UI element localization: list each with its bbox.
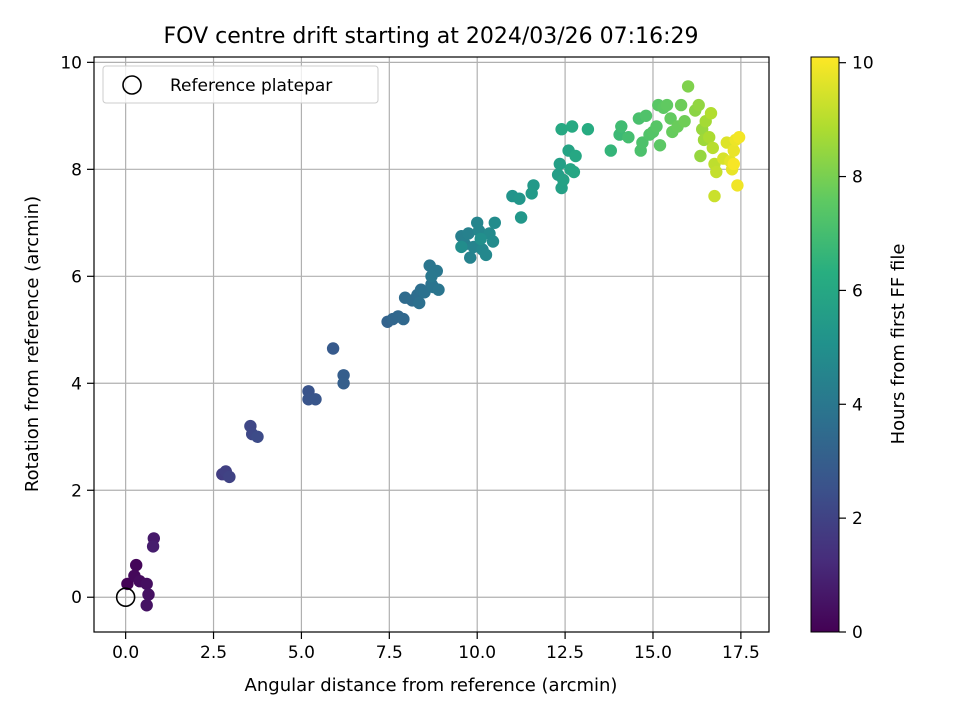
data-point	[565, 120, 579, 133]
plot-frame	[93, 56, 770, 633]
data-point	[553, 157, 566, 171]
data-point	[555, 123, 568, 136]
data-point	[581, 123, 595, 136]
data-point	[567, 165, 581, 179]
data-point	[703, 131, 716, 144]
data-point	[664, 112, 677, 125]
x-axis-label: Angular distance from reference (arcmin)	[245, 675, 618, 696]
data-point	[710, 165, 723, 179]
axis-ticks: 0.0 2.5 5.0 7.5 10.0 12.5 15.0 17.5 0 2 4 6 8 10	[60, 53, 759, 663]
data-point	[326, 342, 340, 355]
colorbar-tick-label: 10	[852, 54, 874, 74]
colorbar-tick-label: 6	[852, 281, 863, 301]
data-point	[464, 251, 477, 264]
y-tick-label: 2	[71, 481, 82, 501]
data-point	[130, 558, 143, 572]
data-point	[636, 136, 649, 149]
data-point	[479, 248, 493, 262]
chart-title: FOV centre drift starting at 2024/03/26 …	[164, 24, 699, 49]
data-point	[708, 189, 721, 203]
legend-label: Reference platepar	[170, 76, 332, 96]
data-point	[223, 470, 236, 484]
x-tick-label: 17.5	[722, 643, 760, 663]
data-point	[413, 296, 426, 310]
legend-open-circle-marker	[122, 75, 142, 95]
x-tick-label: 0.0	[112, 643, 139, 663]
colorbar	[810, 56, 840, 633]
data-point	[486, 235, 500, 248]
data-point	[681, 80, 695, 93]
data-point	[309, 393, 322, 406]
data-point	[142, 588, 155, 601]
data-point	[704, 107, 718, 120]
data-point	[140, 599, 153, 612]
y-tick-label: 0	[71, 588, 82, 608]
data-point	[513, 192, 526, 205]
data-point	[706, 141, 719, 155]
data-point	[514, 211, 528, 224]
data-point	[432, 283, 445, 296]
data-point	[727, 157, 740, 171]
data-point	[615, 120, 628, 133]
colorbar-label: Hours from first FF file	[888, 244, 909, 445]
data-point	[678, 115, 691, 128]
data-point	[525, 187, 538, 200]
data-point	[397, 312, 410, 326]
data-point	[462, 227, 475, 240]
x-tick-label: 10.0	[458, 643, 496, 663]
data-point	[731, 179, 744, 192]
x-tick-label: 5.0	[288, 643, 315, 663]
y-tick-label: 6	[71, 267, 82, 287]
colorbar-tick-label: 8	[852, 168, 863, 188]
x-tick-label: 2.5	[200, 643, 227, 663]
data-point	[557, 173, 570, 187]
data-point	[337, 377, 350, 390]
data-point	[732, 131, 746, 144]
data-point	[146, 540, 160, 553]
data-point	[488, 216, 501, 229]
colorbar-tick-label: 0	[852, 623, 863, 643]
x-tick-label: 12.5	[546, 643, 584, 663]
legend: Reference platepar	[102, 65, 379, 104]
y-tick-label: 8	[71, 160, 82, 180]
data-point	[455, 240, 468, 254]
y-tick-label: 4	[71, 374, 82, 394]
data-point	[425, 270, 438, 283]
data-point	[692, 98, 705, 112]
reference-platepar-marker	[115, 587, 136, 608]
x-tick-label: 15.0	[634, 643, 672, 663]
colorbar-ticks: 0 2 4 6 8 10	[839, 54, 874, 643]
colorbar-tick-label: 4	[852, 395, 863, 415]
data-point	[674, 98, 688, 112]
data-point	[121, 577, 134, 591]
colorbar-tick-label: 2	[852, 509, 863, 529]
data-point	[604, 144, 617, 157]
data-point	[639, 109, 653, 123]
data-point	[727, 144, 740, 157]
scatter-points	[121, 80, 746, 612]
y-tick-label: 10	[60, 53, 82, 73]
data-point	[622, 131, 635, 144]
data-point	[694, 149, 707, 163]
data-point	[569, 149, 582, 163]
data-point	[140, 577, 153, 591]
data-point	[251, 430, 264, 443]
y-axis-label: Rotation from reference (arcmin)	[22, 196, 43, 492]
data-point	[660, 98, 674, 112]
x-tick-label: 7.5	[376, 643, 403, 663]
data-point	[650, 120, 663, 133]
data-point	[653, 139, 667, 152]
grid	[94, 57, 769, 632]
data-point	[474, 232, 487, 246]
legend-box	[102, 65, 379, 104]
